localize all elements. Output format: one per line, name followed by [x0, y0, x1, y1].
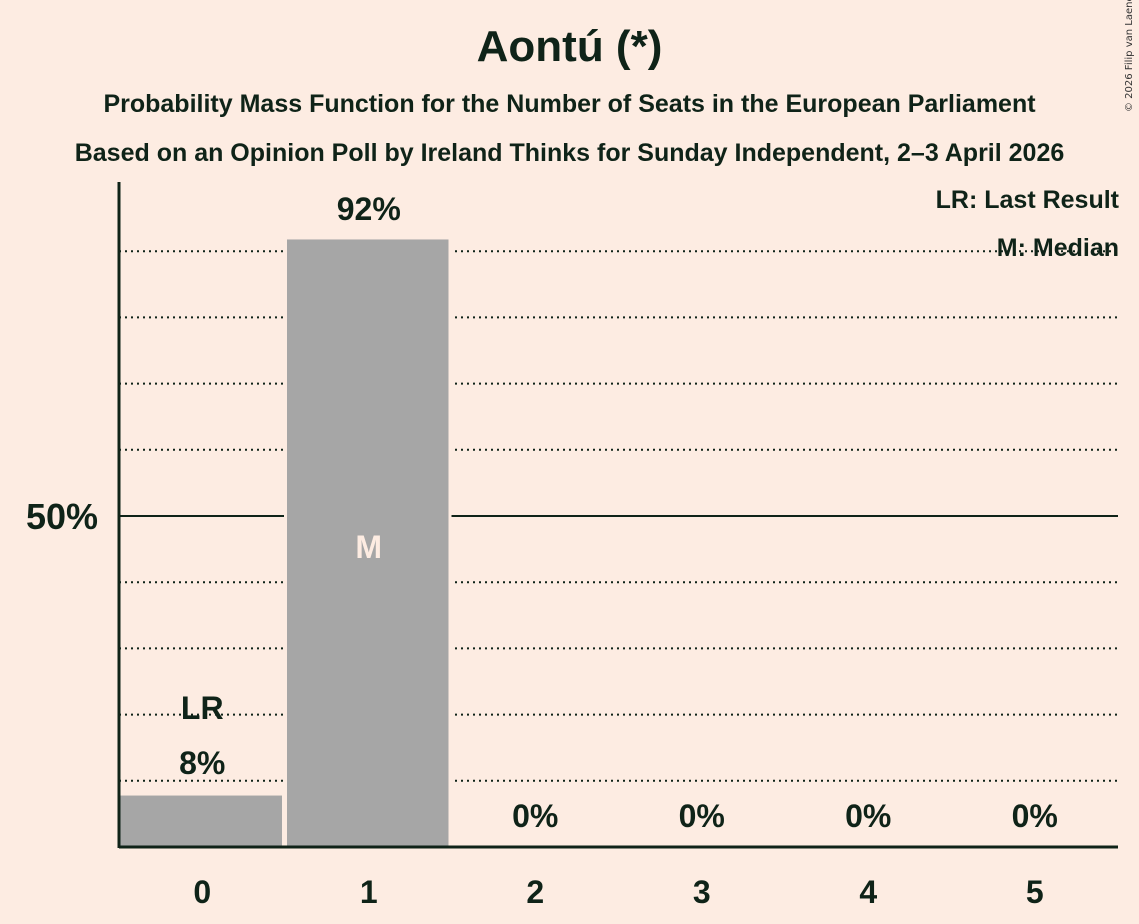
chart-subtitle: Probability Mass Function for the Number…: [103, 90, 1036, 118]
x-tick-label: 0: [193, 874, 211, 910]
x-tick-label: 4: [859, 874, 877, 910]
chart-title: Aontú (*): [476, 22, 663, 71]
value-label: 8%: [179, 745, 225, 781]
median-marker: M: [355, 529, 382, 565]
value-label: 92%: [337, 191, 401, 227]
value-label: 0%: [512, 798, 558, 834]
x-tick-label: 2: [526, 874, 544, 910]
x-tick-label: 5: [1026, 874, 1044, 910]
x-tick-label: 3: [693, 874, 711, 910]
legend-median: M: Median: [996, 234, 1119, 262]
last-result-marker: LR: [181, 690, 224, 726]
bar-1: [284, 236, 452, 849]
chart-source: Based on an Opinion Poll by Ireland Thin…: [74, 139, 1065, 167]
value-label: 0%: [679, 798, 725, 834]
y-tick-label: 50%: [26, 496, 98, 537]
value-label: 0%: [845, 798, 891, 834]
legend-last-result: LR: Last Result: [935, 186, 1119, 214]
value-label: 0%: [1012, 798, 1058, 834]
bar-0: [117, 792, 285, 849]
x-tick-label: 1: [360, 874, 378, 910]
